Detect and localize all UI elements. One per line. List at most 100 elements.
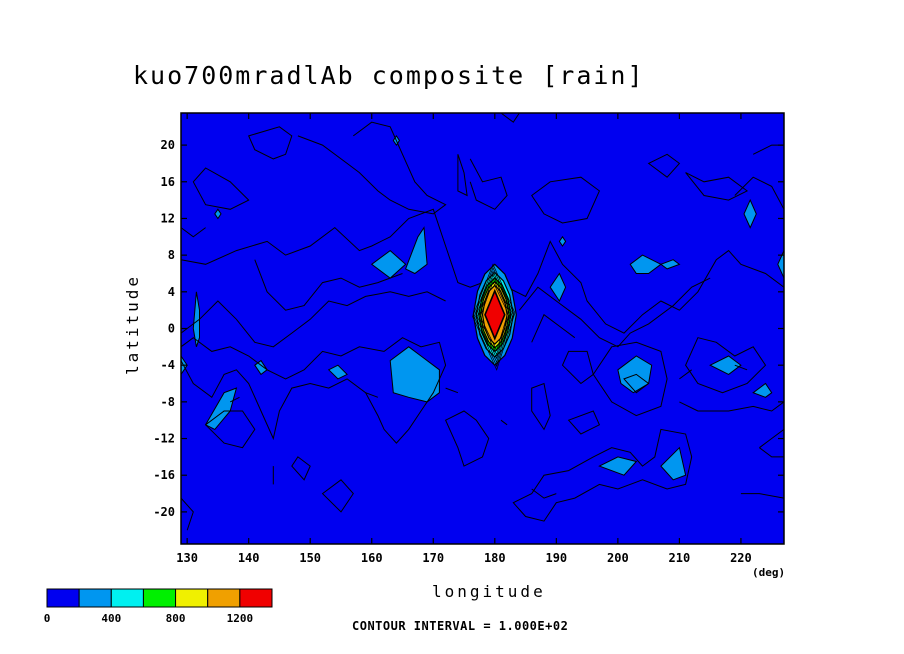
- x-tick-label: 160: [361, 551, 383, 565]
- contour-line: [444, 410, 490, 467]
- contour-line: [592, 341, 668, 417]
- contour-line: [734, 176, 784, 210]
- colorbar-swatch: [207, 588, 241, 608]
- light-blue-patch: [659, 259, 681, 270]
- y-tick-label: 4: [168, 285, 175, 299]
- x-tick-label: 220: [730, 551, 752, 565]
- y-tick-label: -16: [153, 468, 175, 482]
- contour-line: [759, 447, 784, 458]
- light-blue-patch: [598, 456, 638, 476]
- light-blue-patch: [743, 198, 757, 229]
- y-tick-label: 20: [161, 138, 175, 152]
- colorbar-swatch: [142, 588, 177, 608]
- contour-line: [254, 259, 403, 311]
- contour-line: [229, 396, 240, 403]
- light-blue-patch: [192, 291, 200, 347]
- contour-line: [181, 227, 206, 238]
- colorbar-label: 0: [44, 612, 51, 625]
- contour-line: [519, 277, 711, 348]
- contour-line: [457, 154, 468, 197]
- peak-contour: [473, 266, 514, 368]
- contour-line: [734, 364, 748, 371]
- light-blue-patch: [389, 346, 440, 403]
- light-blue-patch: [558, 235, 567, 247]
- contour-line: [181, 208, 784, 334]
- colorbar-swatch: [78, 588, 112, 608]
- contour-line: [500, 113, 520, 123]
- colorbar-swatch: [110, 588, 144, 608]
- x-tick-label: 170: [422, 551, 444, 565]
- contour-line: [561, 350, 594, 385]
- y-axis-label: latitude: [123, 274, 142, 375]
- y-tick-label: -4: [161, 358, 175, 372]
- contour-interval-text: CONTOUR INTERVAL = 1.000E+02: [352, 619, 568, 633]
- contour-line: [531, 176, 601, 224]
- contour-line: [181, 497, 194, 531]
- colorbar-label: 800: [166, 612, 186, 625]
- contour-line: [365, 392, 379, 398]
- colorbar-swatch: [175, 588, 209, 608]
- y-tick-label: 12: [161, 211, 175, 225]
- light-blue-patch: [709, 355, 742, 375]
- contour-line: [740, 493, 784, 499]
- contour-line: [685, 172, 749, 201]
- y-tick-label: -8: [161, 395, 175, 409]
- colorbar-label: 1200: [227, 612, 254, 625]
- light-blue-patch: [549, 272, 567, 303]
- peak-contour: [475, 270, 513, 364]
- contour-line: [531, 313, 576, 343]
- light-blue-patch: [404, 226, 428, 275]
- peak-contour: [472, 263, 516, 371]
- contour-line: [685, 337, 767, 394]
- contour-line: [291, 456, 311, 481]
- peak-contour: [478, 277, 510, 356]
- x-axis-unit: (deg): [752, 566, 785, 579]
- y-tick-label: -20: [153, 505, 175, 519]
- contour-line: [679, 369, 692, 380]
- y-axis-ticks: 20 16 12 8 4 0 -4 -8 -12 -16 -20: [153, 138, 784, 519]
- contour-line: [512, 428, 693, 522]
- colorbar: 0 400 800 1200: [44, 588, 273, 625]
- light-blue-patch: [370, 249, 407, 279]
- contour-line: [469, 158, 508, 210]
- x-tick-label: 140: [238, 551, 260, 565]
- x-tick-label: 130: [176, 551, 198, 565]
- contour-line: [192, 167, 250, 210]
- x-tick-label: 180: [484, 551, 506, 565]
- contour-line: [623, 373, 650, 394]
- contour-layer: [181, 113, 784, 531]
- light-blue-patch: [327, 364, 348, 380]
- contour-line: [531, 382, 551, 431]
- colorbar-label: 400: [101, 612, 121, 625]
- x-axis-ticks: 130 140 150 160 170 180 190 200 210 220: [176, 113, 752, 565]
- contour-line: [204, 410, 256, 449]
- contour-line: [647, 153, 681, 178]
- contour-line: [567, 410, 601, 435]
- light-blue-patch: [629, 254, 662, 274]
- contour-line: [321, 479, 354, 513]
- y-tick-label: 0: [168, 322, 175, 336]
- contour-line: [297, 121, 447, 215]
- y-tick-label: 8: [168, 248, 175, 262]
- peak-core: [484, 288, 506, 341]
- x-tick-label: 150: [299, 551, 321, 565]
- y-tick-label: 16: [161, 175, 175, 189]
- colorbar-swatch: [46, 588, 80, 608]
- plot-area: [180, 112, 785, 545]
- contour-line: [445, 387, 459, 394]
- peak-layer: [472, 263, 517, 371]
- light-blue-patch: [214, 208, 222, 220]
- peak-contour: [476, 273, 512, 360]
- light-blue-patch: [752, 382, 773, 398]
- contour-line: [181, 337, 447, 444]
- contour-line: [679, 401, 784, 412]
- chart-title: kuo700mradlAb composite [rain]: [133, 61, 645, 90]
- x-axis-label: longitude: [432, 582, 546, 601]
- contour-line: [181, 291, 446, 348]
- contour-line: [531, 488, 557, 499]
- contour-line: [500, 419, 508, 426]
- colorbar-swatch: [239, 588, 273, 608]
- peak-contour: [479, 281, 509, 352]
- x-tick-label: 190: [545, 551, 567, 565]
